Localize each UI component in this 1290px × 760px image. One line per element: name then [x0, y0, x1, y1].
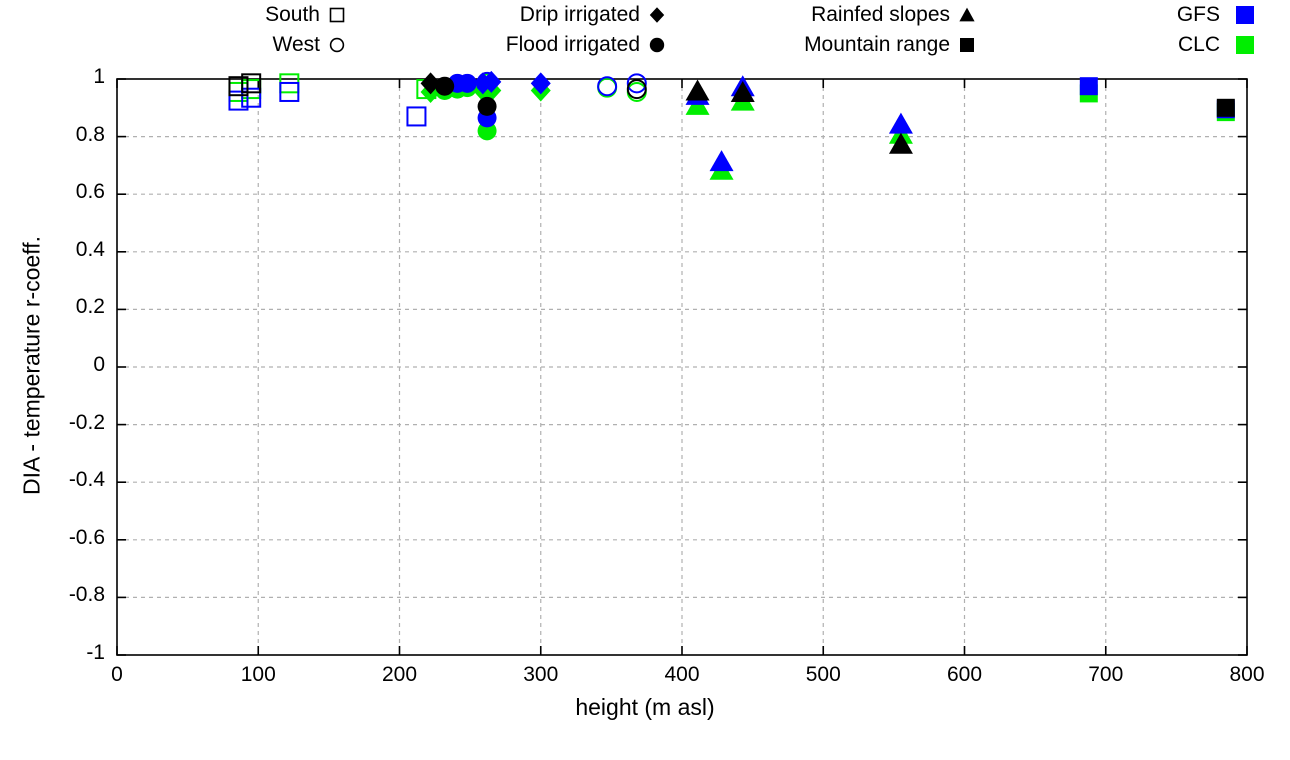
- y-tick-label: -1: [86, 641, 105, 664]
- y-tick-label: -0.8: [68, 583, 105, 607]
- data-point-filled-diamond: [481, 70, 502, 93]
- legend-column-1: South West: [180, 0, 360, 60]
- x-tick-label: 500: [805, 663, 841, 686]
- y-tick-label: 0: [93, 353, 105, 376]
- chart-legend: South West Drip irrigated: [0, 0, 1290, 62]
- y-tick-label: 0.2: [75, 295, 105, 319]
- y-tick-label: 0.6: [75, 180, 105, 204]
- x-tick-label: 200: [381, 663, 418, 686]
- legend-key-west: [320, 34, 354, 56]
- data-point-open-square: [241, 73, 262, 94]
- legend-label-clc: CLC: [1177, 33, 1220, 56]
- data-point-open-square: [228, 76, 249, 97]
- x-tick-label: 700: [1088, 663, 1124, 686]
- open-square-icon: [329, 7, 345, 23]
- data-point-filled-triangle: [888, 132, 913, 154]
- legend-entry-gfs: GFS: [1090, 0, 1280, 30]
- y-tick-label: 0.8: [75, 122, 105, 146]
- data-point-filled-square: [1216, 98, 1235, 117]
- legend-label-west: West: [272, 33, 320, 56]
- data-point-open-square: [406, 106, 427, 127]
- legend-entry-rainfed-slopes: Rainfed slopes: [700, 0, 1010, 30]
- y-tick-label: -0.2: [68, 410, 105, 434]
- data-point-filled-diamond: [530, 72, 551, 95]
- data-point-filled-triangle: [685, 79, 710, 101]
- data-point-open-circle: [597, 76, 618, 97]
- data-point-filled-square: [1079, 77, 1098, 96]
- legend-key-drip-irrigated: [640, 4, 674, 26]
- y-tick-label: 1: [93, 65, 105, 88]
- data-point-filled-triangle: [730, 80, 755, 102]
- open-circle-icon: [329, 37, 345, 53]
- x-tick-label: 800: [1229, 663, 1265, 686]
- series-rainfed-slopes: [685, 75, 913, 180]
- legend-entry-drip-irrigated: Drip irrigated: [400, 0, 700, 30]
- data-point-filled-circle: [477, 96, 497, 116]
- legend-key-south: [320, 4, 354, 26]
- legend-column-2: Drip irrigated Flood irrigated: [400, 0, 700, 60]
- series-mountain-range: [1079, 77, 1235, 122]
- series-south: [228, 73, 437, 127]
- data-point-filled-circle: [435, 76, 455, 96]
- legend-key-gfs: [1220, 3, 1270, 27]
- legend-key-clc: [1220, 33, 1270, 57]
- legend-label-drip-irrigated: Drip irrigated: [519, 3, 640, 26]
- filled-square-icon: [960, 38, 974, 52]
- data-point-open-circle: [626, 79, 647, 100]
- legend-entry-flood-irrigated: Flood irrigated: [400, 30, 700, 60]
- y-axis-title: DIA - temperature r-coeff.: [18, 235, 45, 496]
- series-flood-irrigated: [435, 73, 497, 141]
- legend-entry-south: South: [180, 0, 360, 30]
- data-point-open-square: [228, 90, 249, 111]
- legend-key-mountain-range: [950, 34, 984, 56]
- data-point-open-square: [279, 81, 300, 102]
- legend-label-south: South: [265, 3, 320, 26]
- legend-column-3: Rainfed slopes Mountain range: [700, 0, 1010, 60]
- series-west: [477, 71, 647, 102]
- x-tick-label: 300: [523, 663, 559, 686]
- clc-color-swatch-icon: [1236, 36, 1254, 54]
- legend-label-gfs: GFS: [1176, 3, 1220, 26]
- data-point-filled-circle: [457, 73, 477, 93]
- series-drip-irrigated: [420, 70, 551, 103]
- data-point-filled-triangle: [709, 150, 734, 172]
- legend-label-rainfed-slopes: Rainfed slopes: [811, 3, 950, 26]
- legend-key-flood-irrigated: [640, 34, 674, 56]
- x-tick-label: 100: [240, 663, 276, 686]
- filled-circle-icon: [649, 37, 665, 53]
- y-tick-label: 0.4: [75, 237, 105, 261]
- legend-label-mountain-range: Mountain range: [804, 33, 950, 56]
- legend-key-rainfed-slopes: [950, 4, 984, 26]
- gfs-color-swatch-icon: [1236, 6, 1254, 24]
- legend-label-flood-irrigated: Flood irrigated: [505, 33, 640, 56]
- x-tick-label: 0: [111, 663, 123, 686]
- x-tick-label: 600: [946, 663, 983, 686]
- legend-entry-west: West: [180, 30, 360, 60]
- filled-diamond-icon: [649, 7, 665, 23]
- y-tick-label: -0.6: [68, 525, 105, 549]
- y-tick-label: -0.4: [68, 468, 105, 492]
- x-tick-label: 400: [664, 663, 700, 686]
- data-point-open-circle: [626, 73, 647, 94]
- filled-triangle-icon: [959, 7, 975, 22]
- data-point-open-square: [241, 87, 262, 108]
- legend-entry-mountain-range: Mountain range: [700, 30, 1010, 60]
- data-point-filled-triangle: [888, 112, 913, 134]
- x-axis-title: height (m asl): [575, 694, 715, 720]
- legend-column-4: GFS CLC: [1090, 0, 1280, 60]
- legend-entry-clc: CLC: [1090, 30, 1280, 60]
